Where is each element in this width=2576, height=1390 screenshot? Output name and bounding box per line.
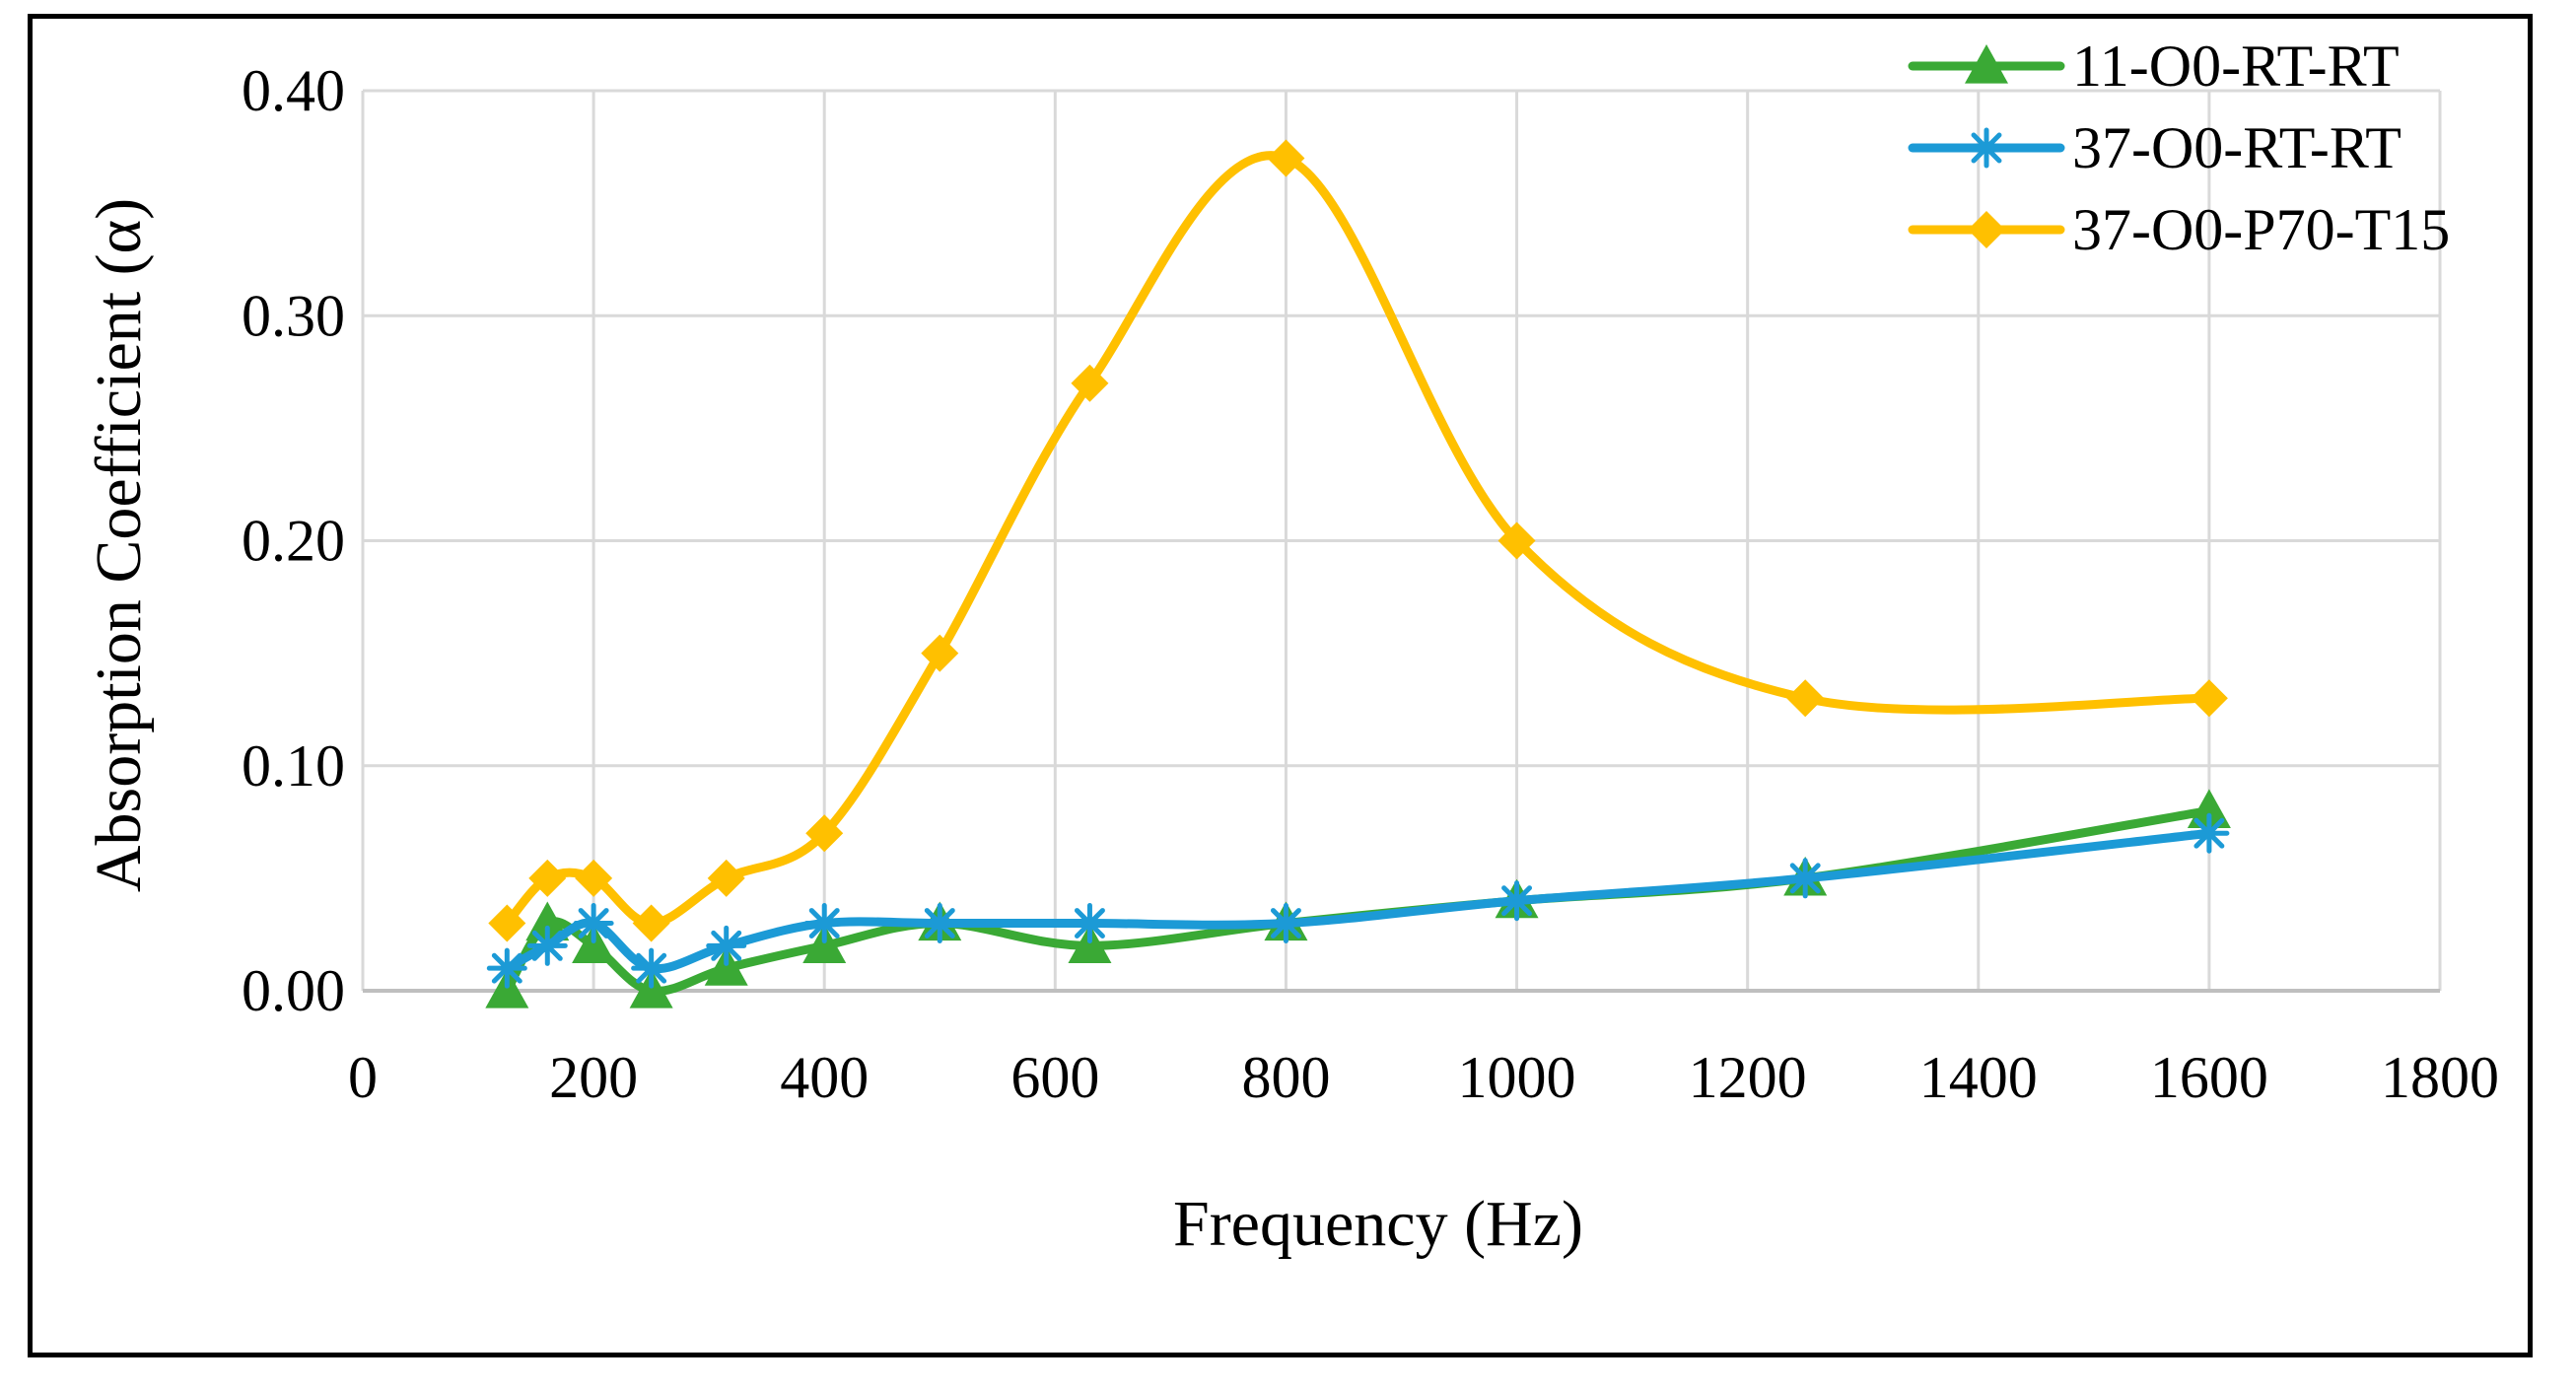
x-tick-label: 800 (1241, 1045, 1330, 1110)
data-point-triangle (1068, 924, 1112, 963)
series-37-O0-RT-RT (486, 812, 2230, 989)
data-point-asterisk (1497, 880, 1538, 922)
data-point-diamond (1497, 521, 1536, 560)
data-point-asterisk (1069, 903, 1110, 944)
data-point-asterisk (1265, 903, 1306, 944)
series-line (502, 805, 2214, 996)
data-point-asterisk (486, 947, 527, 989)
data-point-diamond (707, 859, 745, 897)
data-point-triangle (704, 946, 748, 986)
x-tick-label: 200 (549, 1045, 638, 1110)
data-point-asterisk (2189, 812, 2230, 854)
legend-item: 37-O0-RT-RT (1908, 115, 2402, 180)
y-axis-title: Absorption Coefficient (α) (83, 198, 155, 892)
data-point-triangle (485, 969, 529, 1008)
data-point-diamond (528, 859, 567, 897)
data-point-diamond (632, 904, 670, 942)
data-point-diamond (1786, 679, 1825, 718)
y-tick-labels: 0.00 0.10 0.20 0.30 0.40 (242, 58, 345, 1023)
x-tick-label: 1800 (2381, 1045, 2499, 1110)
data-point-asterisk (1784, 858, 1826, 899)
data-point-asterisk (706, 925, 747, 966)
x-axis-title: Frequency (Hz) (1173, 1188, 1583, 1260)
series-line (502, 828, 2214, 974)
series-group (485, 139, 2231, 1008)
data-point-diamond (921, 634, 959, 672)
x-tick-label: 1400 (1919, 1045, 2038, 1110)
legend-label: 11-O0-RT-RT (2072, 34, 2400, 99)
legend-item: 37-O0-P70-T15 (1908, 197, 2450, 262)
data-point-diamond (575, 859, 613, 897)
series-11-O0-RT-RT (485, 789, 2231, 1008)
data-point-diamond (1071, 364, 1109, 402)
gridlines (361, 89, 2442, 993)
x-tick-label: 1600 (2150, 1045, 2268, 1110)
y-tick-label: 0.10 (242, 733, 345, 799)
legend-item: 11-O0-RT-RT (1908, 34, 2400, 99)
data-point-diamond (805, 814, 844, 853)
y-tick-label: 0.20 (242, 509, 345, 574)
x-tick-label: 0 (348, 1045, 378, 1110)
data-point-asterisk (803, 903, 845, 944)
data-point-asterisk (919, 903, 960, 944)
x-tick-label: 1000 (1458, 1045, 1576, 1110)
data-point-diamond (2190, 679, 2228, 718)
y-tick-label: 0.00 (242, 958, 345, 1023)
data-point-triangle (2187, 789, 2231, 828)
x-tick-labels: 0 200 400 600 800 1000 1200 1400 1600 1800 (348, 1045, 2499, 1110)
data-point-triangle (629, 969, 673, 1008)
data-point-triangle (802, 924, 847, 963)
x-tick-label: 1200 (1689, 1045, 1807, 1110)
legend: 11-O0-RT-RT 37-O0-RT-RT 37-O0-P70-T15 (1908, 34, 2450, 262)
data-point-asterisk (573, 903, 614, 944)
y-tick-label: 0.30 (242, 283, 345, 348)
chart-frame (28, 14, 2533, 1357)
data-point-diamond (488, 904, 526, 942)
legend-label: 37-O0-RT-RT (2072, 115, 2402, 180)
legend-marker-diamond (1968, 211, 2005, 248)
data-point-asterisk (526, 925, 568, 966)
data-point-diamond (1267, 139, 1305, 177)
legend-label: 37-O0-P70-T15 (2072, 197, 2450, 262)
data-point-triangle (525, 901, 570, 941)
legend-marker-triangle (1965, 44, 2008, 84)
legend-marker-asterisk (1966, 127, 2007, 169)
y-tick-label: 0.40 (242, 58, 345, 123)
data-point-asterisk (631, 947, 672, 989)
x-tick-label: 400 (780, 1045, 869, 1110)
data-point-triangle (572, 924, 616, 963)
series-37-O0-P70-T15 (488, 139, 2228, 942)
x-tick-label: 600 (1010, 1045, 1099, 1110)
